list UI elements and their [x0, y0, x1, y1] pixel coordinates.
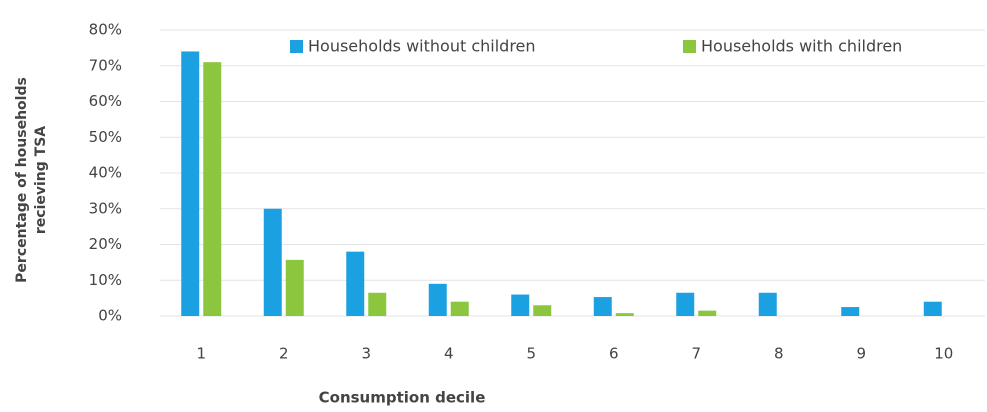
x-tick-label: 2 — [279, 345, 289, 363]
x-tick-label: 1 — [196, 345, 206, 363]
bar — [511, 294, 530, 316]
y-tick-label: 10% — [89, 271, 122, 289]
bar — [285, 259, 304, 316]
x-axis-title: Consumption decile — [319, 389, 486, 407]
bar — [450, 301, 469, 316]
legend-swatch — [290, 40, 303, 53]
legend-label: Households with children — [701, 37, 902, 56]
y-tick-label: 40% — [89, 164, 122, 182]
x-tick-label: 3 — [361, 345, 371, 363]
bar — [346, 251, 365, 316]
bar — [758, 292, 777, 316]
x-tick-label: 4 — [444, 345, 454, 363]
x-tick-label: 5 — [526, 345, 536, 363]
y-axis-title: Percentage of households — [14, 77, 30, 283]
bar — [368, 292, 387, 316]
bar — [533, 305, 552, 316]
bar — [923, 301, 942, 316]
bar — [698, 310, 717, 316]
y-tick-label: 80% — [89, 21, 122, 39]
bar — [676, 292, 695, 316]
legend-label: Households without children — [308, 37, 536, 56]
bar — [181, 51, 200, 316]
x-tick-label: 10 — [934, 345, 953, 363]
y-tick-label: 60% — [89, 92, 122, 110]
bar — [263, 208, 282, 316]
x-tick-label: 6 — [609, 345, 619, 363]
bar — [615, 313, 634, 316]
y-tick-label: 20% — [89, 235, 122, 253]
bar — [428, 283, 447, 316]
y-axis-title: recieving TSA — [33, 126, 49, 234]
bar — [203, 62, 222, 316]
x-tick-label: 8 — [774, 345, 784, 363]
y-tick-label: 0% — [98, 307, 122, 325]
y-tick-label: 50% — [89, 128, 122, 146]
y-tick-label: 30% — [89, 199, 122, 217]
bar — [593, 297, 612, 316]
bar — [841, 307, 860, 316]
x-tick-label: 9 — [856, 345, 866, 363]
x-tick-label: 7 — [691, 345, 701, 363]
y-tick-label: 70% — [89, 56, 122, 74]
legend-swatch — [683, 40, 696, 53]
